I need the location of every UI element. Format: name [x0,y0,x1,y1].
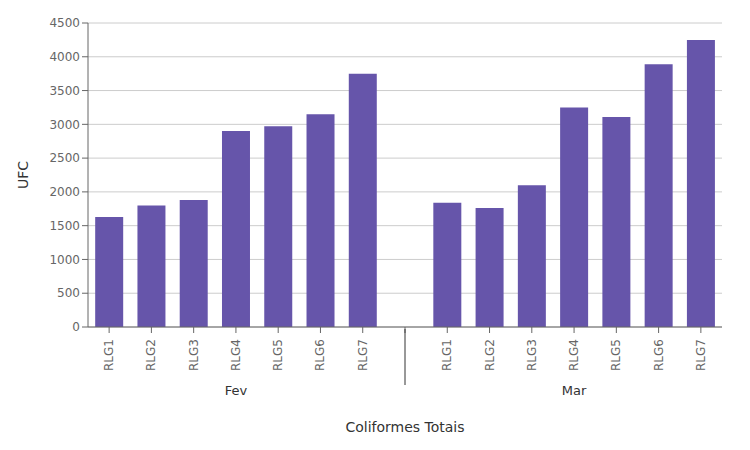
svg-text:RLG1: RLG1 [102,339,116,371]
svg-text:RLG6: RLG6 [652,339,666,371]
svg-text:RLG3: RLG3 [525,339,539,371]
svg-text:1000: 1000 [49,253,80,267]
svg-text:RLG7: RLG7 [356,339,370,371]
svg-text:RLG3: RLG3 [187,339,201,371]
svg-text:RLG1: RLG1 [440,339,454,371]
svg-text:1500: 1500 [49,219,80,233]
svg-text:500: 500 [57,286,80,300]
svg-text:RLG7: RLG7 [694,339,708,371]
svg-text:RLG4: RLG4 [229,339,243,371]
svg-text:RLG4: RLG4 [567,339,581,371]
svg-text:2000: 2000 [49,185,80,199]
svg-text:UFC: UFC [15,161,31,189]
svg-text:2500: 2500 [49,151,80,165]
svg-text:RLG2: RLG2 [144,339,158,371]
svg-text:3500: 3500 [49,84,80,98]
svg-text:RLG5: RLG5 [271,339,285,371]
svg-text:4500: 4500 [49,16,80,30]
svg-text:3000: 3000 [49,118,80,132]
svg-text:Coliformes Totais: Coliformes Totais [345,419,464,435]
svg-text:4000: 4000 [49,50,80,64]
svg-text:RLG2: RLG2 [483,339,497,371]
svg-text:RLG5: RLG5 [609,339,623,371]
svg-text:RLG6: RLG6 [313,339,327,371]
svg-text:0: 0 [72,320,80,334]
svg-text:Mar: Mar [562,383,587,398]
svg-text:Fev: Fev [225,383,248,398]
